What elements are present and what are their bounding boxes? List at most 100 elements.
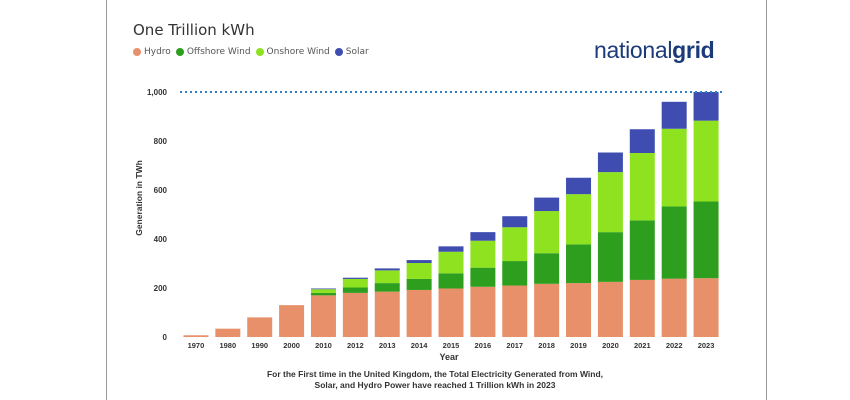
legend-item-offshore-wind[interactable]: Offshore Wind (175, 47, 251, 57)
bars-group (183, 92, 719, 338)
bar-2016-solar[interactable] (470, 232, 496, 241)
legend-swatch-solar (334, 48, 343, 56)
bar-2019-onshore-wind[interactable] (566, 194, 592, 245)
bar-2021-offshore-wind[interactable] (629, 220, 655, 280)
x-tick-label: 2016 (475, 341, 492, 350)
legend-item-onshore-wind[interactable]: Onshore Wind (255, 47, 330, 57)
bar-2021-onshore-wind[interactable] (629, 153, 655, 221)
y-tick-label: 0 (163, 333, 168, 342)
legend-label-offshore-wind: Offshore Wind (186, 47, 251, 57)
bar-2021-solar[interactable] (629, 129, 655, 153)
bar-2023-offshore-wind[interactable] (693, 201, 719, 279)
y-tick-label: 800 (154, 137, 168, 146)
caption-line-2: Solar, and Hydro Power have reached 1 Tr… (314, 380, 556, 390)
bar-2013-solar[interactable] (374, 268, 400, 271)
national-grid-logo: nationalgrid (594, 37, 715, 64)
bar-2015-hydro[interactable] (438, 288, 464, 337)
legend-label-solar: Solar (345, 47, 369, 57)
bar-2018-solar[interactable] (534, 197, 560, 212)
x-tick-label: 1980 (219, 341, 236, 350)
y-tick-label: 600 (154, 186, 168, 195)
x-tick-label: 2015 (443, 341, 460, 350)
bar-2013-hydro[interactable] (374, 291, 400, 337)
bar-2018-hydro[interactable] (534, 283, 560, 337)
x-tick-label: 2010 (315, 341, 332, 350)
bar-2022-solar[interactable] (661, 101, 687, 129)
bar-2023-hydro[interactable] (693, 278, 719, 337)
bar-2020-solar[interactable] (597, 152, 623, 173)
bar-2016-offshore-wind[interactable] (470, 267, 496, 287)
legend-swatch-onshore-wind (255, 48, 264, 56)
legend-swatch-offshore-wind (175, 48, 184, 56)
bar-1980-hydro[interactable] (215, 328, 241, 337)
x-tick-label: 2020 (602, 341, 619, 350)
x-tick-label: 2023 (698, 341, 715, 350)
bar-2016-onshore-wind[interactable] (470, 240, 496, 268)
bar-2010-offshore-wind[interactable] (310, 292, 336, 296)
bar-2014-onshore-wind[interactable] (406, 263, 432, 279)
bar-2017-offshore-wind[interactable] (502, 261, 528, 286)
x-tick-label: 1970 (188, 341, 205, 350)
y-axis-label: Generation in TWh (134, 160, 144, 236)
bar-2018-onshore-wind[interactable] (534, 211, 560, 254)
y-axis-ticks: 0 200 400 600 800 1,000 (147, 88, 168, 342)
bar-2019-offshore-wind[interactable] (566, 244, 592, 284)
bar-2022-offshore-wind[interactable] (661, 206, 687, 279)
brand-grid: grid (672, 37, 715, 63)
legend-item-hydro[interactable]: Hydro (133, 47, 171, 57)
legend-label-onshore-wind: Onshore Wind (266, 47, 330, 57)
x-axis-label: Year (439, 352, 459, 362)
brand-national: national (594, 37, 673, 63)
bar-2019-solar[interactable] (566, 177, 592, 195)
bar-2019-hydro[interactable] (566, 283, 592, 337)
y-tick-label: 200 (154, 284, 168, 293)
bar-2012-solar[interactable] (342, 277, 368, 279)
bar-2022-hydro[interactable] (661, 278, 687, 337)
bar-2018-offshore-wind[interactable] (534, 253, 560, 284)
bar-2014-offshore-wind[interactable] (406, 278, 432, 290)
legend-label-hydro: Hydro (144, 47, 171, 57)
bar-2020-hydro[interactable] (597, 281, 623, 338)
bar-2016-hydro[interactable] (470, 286, 496, 337)
x-tick-label: 2000 (283, 341, 300, 350)
bar-1990-hydro[interactable] (247, 317, 273, 337)
x-tick-label: 2019 (570, 341, 587, 350)
chart-title: One Trillion kWh (133, 21, 255, 39)
x-tick-label: 2022 (666, 341, 683, 350)
bar-1970-hydro[interactable] (183, 335, 209, 337)
bar-2023-onshore-wind[interactable] (693, 120, 719, 202)
bar-2013-onshore-wind[interactable] (374, 270, 400, 284)
bar-2022-onshore-wind[interactable] (661, 128, 687, 207)
bar-2017-solar[interactable] (502, 216, 528, 228)
bar-2017-onshore-wind[interactable] (502, 227, 528, 262)
bar-2012-offshore-wind[interactable] (342, 287, 368, 293)
x-tick-label: 2014 (411, 341, 429, 350)
x-tick-label: 2013 (379, 341, 396, 350)
bar-2013-offshore-wind[interactable] (374, 283, 400, 292)
x-axis-ticks: 1970 1980 1990 2000 2010 2012 2013 2014 2015 2016… (188, 341, 715, 350)
bar-2023-solar[interactable] (693, 92, 719, 121)
bar-2015-offshore-wind[interactable] (438, 273, 464, 289)
bar-2020-offshore-wind[interactable] (597, 232, 623, 282)
bar-2015-onshore-wind[interactable] (438, 251, 464, 274)
y-tick-label: 1,000 (147, 88, 168, 97)
bar-2014-hydro[interactable] (406, 289, 432, 337)
caption-line-1: For the First time in the United Kingdom… (266, 369, 603, 379)
bar-2012-onshore-wind[interactable] (342, 278, 368, 288)
left-border-line (106, 0, 107, 400)
bar-2015-solar[interactable] (438, 246, 464, 252)
legend-item-solar[interactable]: Solar (334, 47, 369, 57)
bar-2010-onshore-wind[interactable] (310, 289, 336, 293)
bar-2017-hydro[interactable] (502, 285, 528, 337)
bar-2010-solar[interactable] (310, 288, 336, 290)
bar-2021-hydro[interactable] (629, 279, 655, 337)
bar-2014-solar[interactable] (406, 260, 432, 264)
caption: For the First time in the United Kingdom… (200, 369, 670, 391)
bar-2010-hydro[interactable] (310, 295, 336, 337)
bar-2012-hydro[interactable] (342, 292, 368, 337)
bar-2000-hydro[interactable] (279, 305, 305, 337)
legend-swatch-hydro (133, 48, 141, 56)
x-tick-label: 1990 (251, 341, 268, 350)
bar-2020-onshore-wind[interactable] (597, 172, 623, 233)
